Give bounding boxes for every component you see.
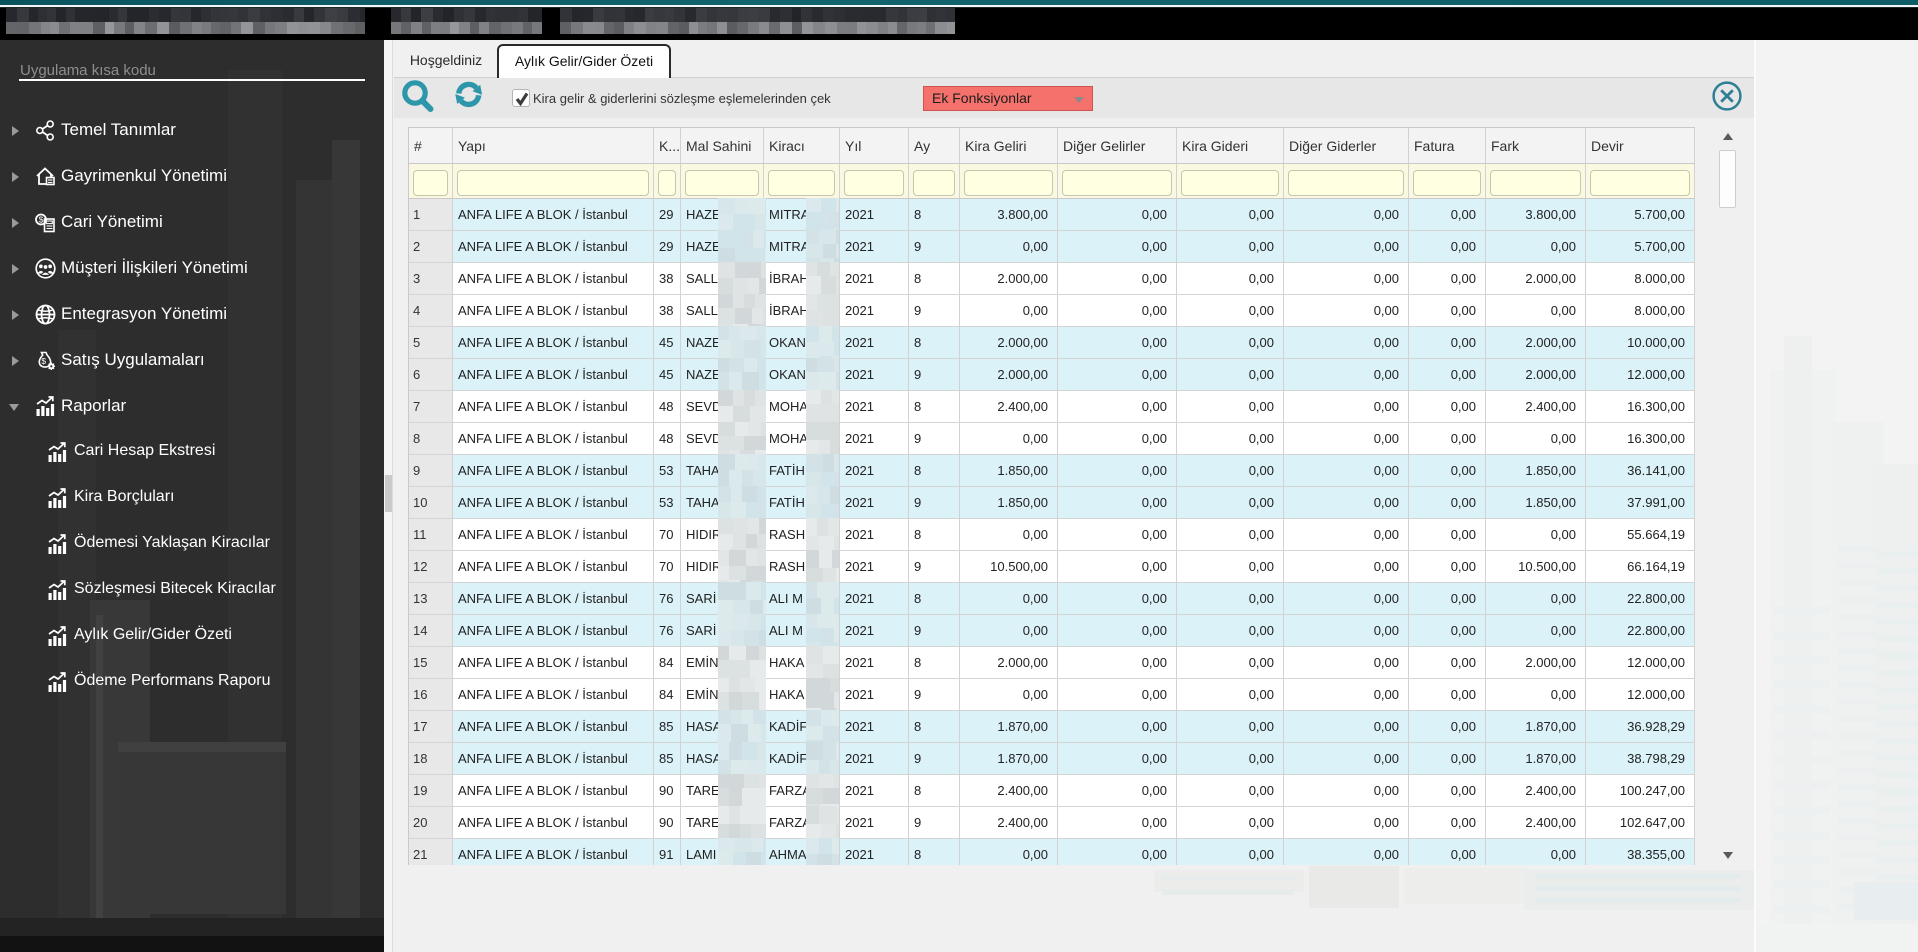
svg-text:$: $ xyxy=(39,215,44,225)
svg-text:$: $ xyxy=(41,356,46,366)
